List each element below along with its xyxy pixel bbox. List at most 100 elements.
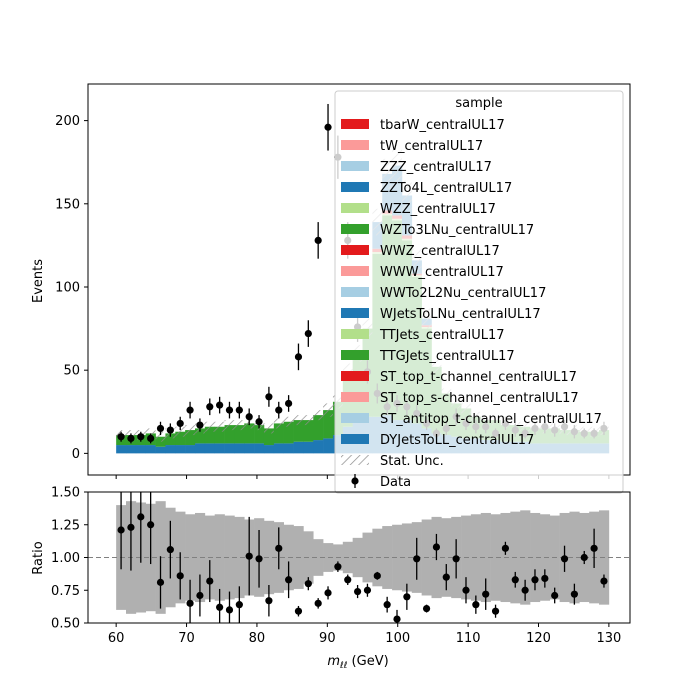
data-point	[186, 406, 194, 414]
ratio-point	[324, 589, 332, 597]
stack-bar	[135, 445, 147, 454]
ratio-point	[147, 521, 155, 529]
stack-bar	[185, 430, 196, 446]
stack-bar	[224, 443, 235, 454]
ratio-y-tick-label: 0.75	[51, 584, 80, 599]
ratio-unc-bin	[263, 520, 275, 595]
ratio-point	[600, 577, 608, 585]
ratio-point	[580, 553, 588, 562]
legend-label: TTGJets_centralUL17	[379, 349, 515, 364]
stat-unc-bin	[273, 418, 284, 429]
ratio-point	[275, 544, 283, 552]
ratio-unc-bin	[362, 532, 373, 583]
data-point	[285, 399, 293, 408]
data-point	[294, 353, 303, 361]
ratio-point	[235, 601, 243, 609]
y-tick-label: 50	[63, 364, 80, 379]
legend: sample tbarW_centralUL17 tW_centralUL17 ZZ…	[334, 90, 624, 494]
data-point	[196, 421, 204, 429]
stat-unc-bin	[175, 426, 186, 437]
stat-unc-bin	[323, 403, 333, 417]
y-tick-label: 0	[72, 447, 80, 462]
ratio-point	[521, 586, 529, 594]
legend-swatch	[341, 350, 369, 360]
legend-frame	[334, 90, 624, 494]
ratio-point	[225, 606, 234, 614]
data-point	[245, 413, 253, 421]
ratio-unc-bin	[234, 516, 245, 599]
stack-bar	[263, 428, 275, 446]
data-point	[314, 236, 322, 244]
ratio-point	[531, 576, 539, 584]
legend-swatch	[341, 203, 369, 213]
stack-bar	[273, 423, 284, 444]
ratio-point	[334, 563, 342, 571]
legend-title: sample	[455, 96, 502, 111]
legend-swatch	[341, 266, 369, 276]
legend-label: ST_antitop_t-channel_centralUL17	[380, 412, 602, 427]
ratio-point	[422, 604, 431, 613]
ratio-points	[117, 492, 608, 623]
ratio-y-tick-label: 1.50	[51, 486, 80, 501]
stack-bar	[303, 441, 314, 454]
x-tick-label: 120	[526, 631, 551, 646]
ratio-unc-bin	[224, 515, 235, 600]
main-y-axis: 0 50 100 150 200	[55, 114, 88, 462]
ratio-point	[511, 576, 519, 584]
legend-swatch	[341, 140, 369, 150]
ratio-point	[383, 601, 391, 609]
ratio-point	[127, 523, 135, 531]
y-tick-label: 100	[55, 280, 80, 295]
ratio-point	[413, 555, 421, 563]
ratio-unc-bin	[441, 518, 452, 597]
stat-unc-bin	[313, 410, 324, 421]
legend-swatch	[341, 329, 369, 339]
stack-bar	[313, 440, 324, 454]
data-point	[147, 434, 155, 442]
ratio-point	[344, 576, 352, 584]
data-point	[275, 406, 283, 414]
ratio-point	[166, 546, 174, 554]
ratio-point	[462, 586, 470, 594]
ratio-y-tick-label: 0.50	[51, 617, 80, 632]
ratio-unc-bin	[490, 514, 501, 601]
ratio-point	[117, 526, 125, 534]
data-point	[265, 393, 273, 401]
ratio-unc-bin	[392, 524, 403, 591]
ratio-unc-bin	[530, 512, 541, 603]
stack-bar	[194, 428, 206, 444]
stack-bar	[165, 445, 176, 454]
stack-bar	[214, 426, 225, 444]
legend-label: DYJetsToLL_centralUL17	[380, 433, 534, 448]
ratio-point	[501, 544, 510, 552]
legend-swatch	[341, 287, 369, 297]
legend-label: Stat. Unc.	[380, 454, 444, 469]
data-point	[137, 433, 145, 441]
legend-label: WWZ_centralUL17	[380, 244, 500, 259]
ratio-point	[285, 576, 293, 584]
stat-unc-bin	[224, 420, 235, 431]
stack-bar	[293, 441, 304, 454]
legend-label: Data	[380, 475, 411, 490]
ratio-point	[393, 615, 401, 623]
stat-unc-bin	[293, 415, 304, 426]
stat-unc-bin	[283, 416, 294, 427]
ratio-unc-bin	[185, 514, 196, 601]
ratio-point	[353, 587, 362, 596]
legend-swatch	[341, 224, 369, 234]
x-tick-label: 70	[178, 631, 195, 646]
ratio-point	[304, 580, 312, 588]
ratio-y-axis: 0.50 0.75 1.00 1.25 1.50	[51, 486, 88, 632]
stack-bar	[263, 445, 275, 454]
ratio-unc-bin	[313, 539, 324, 576]
y-tick-label: 150	[55, 197, 80, 212]
ratio-point	[560, 555, 569, 563]
ratio-point	[363, 586, 372, 594]
ratio-point	[245, 552, 253, 560]
legend-label: ZZTo4L_centralUL17	[380, 181, 512, 196]
data-point	[255, 418, 263, 426]
legend-label: tbarW_centralUL17	[380, 118, 505, 133]
data-point	[176, 419, 184, 428]
legend-swatch	[341, 308, 369, 318]
